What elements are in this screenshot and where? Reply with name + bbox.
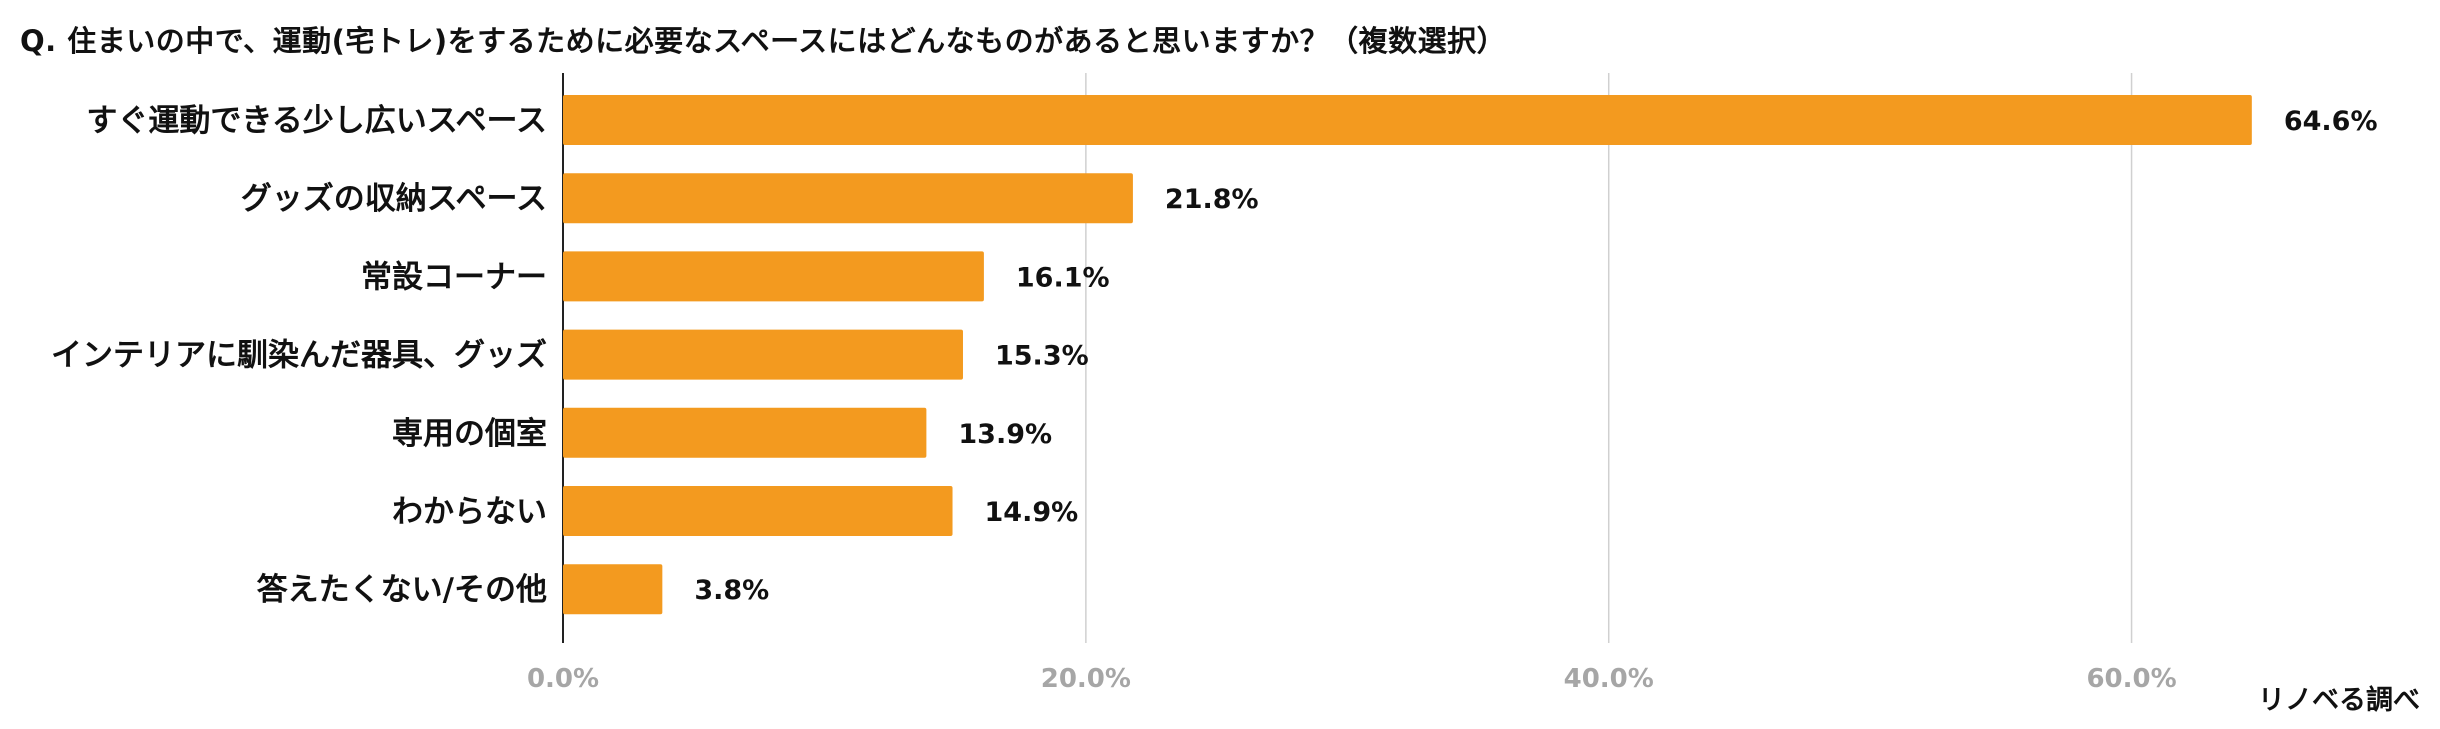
data-label: 21.8% bbox=[1165, 184, 1259, 215]
data-label: 14.9% bbox=[985, 497, 1079, 528]
x-tick-label: 60.0% bbox=[2086, 664, 2176, 694]
bar bbox=[563, 173, 1133, 224]
tick-layer: 0.0% 20.0% 40.0% 60.0% bbox=[527, 664, 2177, 694]
x-tick-label: 0.0% bbox=[527, 664, 599, 694]
data-label: 64.6% bbox=[2284, 106, 2378, 137]
x-tick-label: 20.0% bbox=[1041, 664, 1131, 694]
bar bbox=[563, 329, 963, 380]
credit-note: リノベる調べ bbox=[2258, 685, 2420, 716]
bar bbox=[563, 251, 984, 302]
category-label: 専用の個室 bbox=[392, 416, 547, 452]
category-label: わからない bbox=[392, 494, 547, 530]
x-tick-label: 40.0% bbox=[1564, 664, 1654, 694]
bar bbox=[563, 95, 2252, 145]
category-label: インテリアに馴染んだ器具、グッズ bbox=[51, 338, 547, 374]
question-title: Q. 住まいの中で、運動(宅トレ)をするために必要なスペースにはどんなものがある… bbox=[20, 24, 1507, 58]
label-layer: すぐ運動できる少し広いスペース 64.6% グッズの収納スペース 21.8% 常設コーナ… bbox=[51, 103, 2378, 608]
category-label: グッズの収納スペース bbox=[241, 181, 547, 217]
data-label: 3.8% bbox=[694, 575, 769, 606]
bar bbox=[563, 486, 953, 536]
data-label: 15.3% bbox=[995, 341, 1089, 372]
bar-layer bbox=[563, 95, 2252, 615]
category-label: 答えたくない/その他 bbox=[257, 572, 547, 608]
data-label: 16.1% bbox=[1016, 262, 1110, 293]
bar bbox=[563, 564, 663, 615]
data-label: 13.9% bbox=[958, 419, 1052, 450]
category-label: 常設コーナー bbox=[361, 259, 547, 295]
category-label: すぐ運動できる少し広いスペース bbox=[86, 103, 547, 139]
bar bbox=[563, 407, 927, 458]
